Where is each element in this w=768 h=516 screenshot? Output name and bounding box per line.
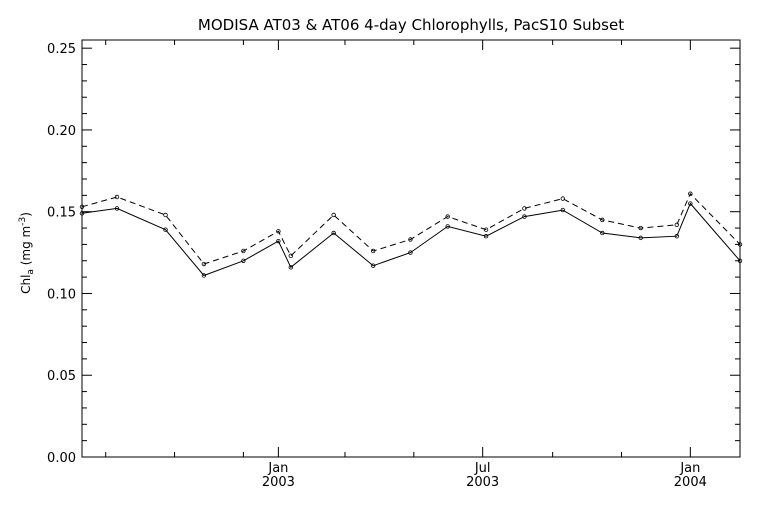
data-point-dashed (241, 248, 246, 254)
x-tick-label-year: 2003 (262, 475, 295, 490)
y-axis-label-superscript: -3 (18, 217, 28, 226)
x-tick-label-month: Jan (267, 461, 288, 476)
data-point-dashed (79, 204, 85, 209)
data-point-dashed (276, 229, 281, 234)
data-point-dashed (445, 214, 450, 219)
data-point-solid (522, 214, 527, 219)
x-tick-label-month: Jan (679, 461, 700, 476)
data-point-dashed (688, 191, 693, 196)
data-point-solid (288, 265, 293, 270)
data-point-dashed (638, 225, 643, 231)
data-point-solid (79, 211, 85, 216)
data-point-solid (114, 206, 120, 211)
data-point-dashed (600, 217, 605, 223)
data-point-solid (201, 273, 207, 278)
data-point-solid (241, 258, 246, 263)
x-tick-label-year: 2003 (466, 475, 499, 490)
y-tick-label: 0.10 (47, 287, 76, 302)
data-point-solid (408, 250, 413, 255)
series-line-dashed (81, 192, 741, 265)
series-line-solid (81, 202, 741, 277)
data-point-dashed (331, 212, 336, 218)
data-point-solid (331, 230, 336, 236)
data-point-dashed (483, 227, 489, 232)
y-axis-label-subscript: a (26, 269, 36, 275)
data-point-dashed (288, 253, 293, 259)
y-axis-label-middle: (mg m (19, 226, 33, 269)
y-tick-label: 0.25 (47, 42, 76, 57)
y-axis-label-prefix: Chl (19, 275, 33, 294)
data-point-solid (638, 235, 643, 241)
data-point-dashed (370, 248, 376, 254)
data-point-solid (674, 234, 679, 239)
data-point-solid (688, 201, 693, 206)
data-point-dashed (408, 237, 413, 242)
data-point-dashed (522, 206, 527, 211)
x-tick-label-year: 2004 (674, 475, 707, 490)
data-point-solid (445, 224, 450, 229)
plot-frame (81, 39, 741, 458)
y-tick-label: 0.00 (47, 451, 76, 466)
y-axis-label-suffix: ) (19, 212, 33, 217)
data-point-solid (737, 258, 743, 263)
y-tick-label: 0.20 (47, 124, 76, 139)
data-point-dashed (201, 261, 207, 267)
series-layer (79, 191, 743, 278)
data-point-solid (600, 230, 605, 236)
data-point-dashed (737, 242, 743, 247)
data-point-solid (560, 207, 566, 213)
data-point-dashed (674, 222, 679, 227)
data-point-dashed (114, 194, 120, 200)
data-point-solid (483, 234, 489, 239)
y-tick-label: 0.05 (47, 369, 76, 384)
y-axis: 0.00 0.05 0.10 0.15 0.20 0.25 (47, 42, 740, 466)
data-point-solid (163, 227, 168, 232)
data-point-solid (370, 263, 376, 268)
data-point-dashed (163, 212, 168, 218)
chart-title: MODISA AT03 & AT06 4-day Chlorophylls, P… (198, 16, 624, 34)
data-point-solid (276, 238, 281, 244)
data-point-dashed (560, 196, 566, 201)
x-tick-label-month: Jul (474, 461, 491, 476)
y-tick-label: 0.15 (47, 206, 76, 221)
y-axis-label: Chla (mg m-3) (18, 212, 36, 294)
